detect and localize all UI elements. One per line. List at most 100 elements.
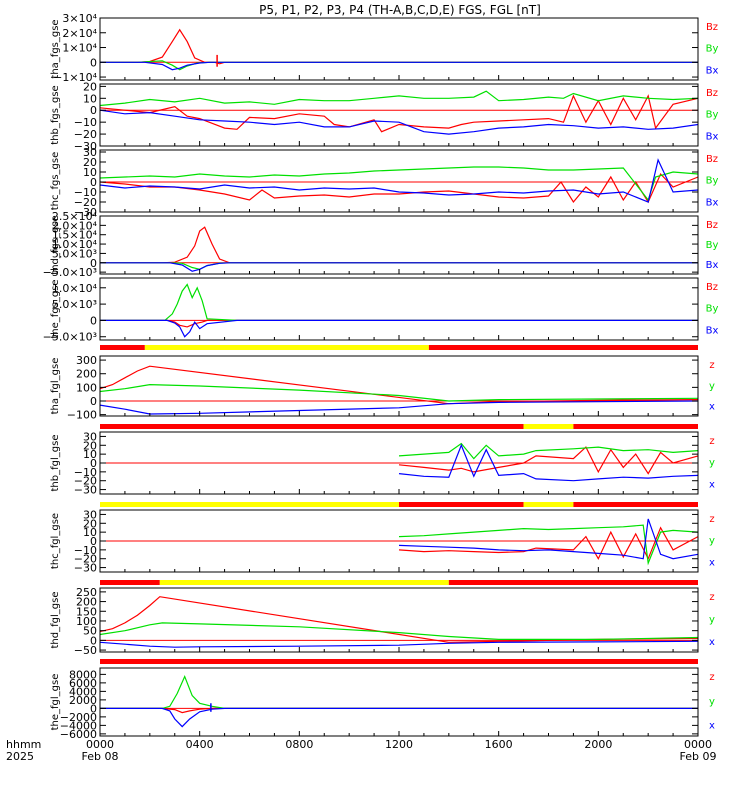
- series-thc_fgs_gse-By: [99, 166, 699, 202]
- legend-x: x: [709, 557, 715, 568]
- mode-bar-segment: [100, 659, 698, 664]
- x-tick-label: 0000: [86, 738, 114, 751]
- legend-z: z: [709, 672, 714, 683]
- y-tick-label: 0: [90, 176, 97, 189]
- x-tick-label: 0000: [684, 738, 712, 751]
- y-tick-label: −4000: [60, 719, 97, 732]
- legend-z: z: [709, 360, 714, 371]
- y-tick-label: −6000: [60, 728, 97, 741]
- panel-frame: [99, 17, 699, 81]
- y-tick-label: 2×10⁴: [62, 27, 97, 40]
- y-tick-label: 0: [90, 395, 97, 408]
- series-the_fgs_gse-Bx: [100, 319, 698, 338]
- y-tick-label: 6000: [69, 677, 97, 690]
- legend-Bx: Bx: [706, 131, 719, 142]
- y-axis-label: thd_fgl_gse: [50, 592, 61, 649]
- y-tick-label: 20: [83, 80, 97, 93]
- legend-y: y: [709, 536, 715, 547]
- y-tick-label: 0: [90, 634, 97, 647]
- x-tick-label: 0400: [186, 738, 214, 751]
- y-tick-label: 20: [83, 517, 97, 530]
- y-tick-label: −1×10⁴: [53, 71, 97, 84]
- panel-frame: [99, 667, 699, 737]
- y-tick-label: −30: [74, 140, 97, 153]
- y-axis-label: thb_fgl_gse: [50, 435, 61, 492]
- y-tick-label: 3×10⁴: [62, 12, 97, 25]
- legend-z: z: [709, 436, 714, 447]
- y-tick-label: 5.0×10³: [52, 247, 97, 260]
- y-axis-label: thc_fgs_gse: [50, 152, 61, 211]
- legend-By: By: [706, 304, 719, 315]
- legend-Bz: Bz: [706, 22, 718, 33]
- mode-bar-segment: [573, 502, 698, 507]
- y-tick-label: 30: [83, 508, 97, 521]
- legend-Bx: Bx: [706, 260, 719, 271]
- y-tick-label: −5.0×10³: [43, 266, 97, 279]
- legend-x: x: [709, 637, 715, 648]
- x-tick-sublabel: Feb 09: [680, 750, 717, 763]
- mode-bar-segment: [448, 580, 698, 585]
- series-the_fgl_gse-y: [100, 674, 698, 710]
- y-tick-label: −20: [74, 475, 97, 488]
- legend-z: z: [709, 514, 714, 525]
- y-tick-label: 150: [76, 605, 97, 618]
- mode-bar-segment: [159, 580, 449, 585]
- y-axis-label: thd_fgs_gse: [50, 215, 61, 274]
- y-tick-label: 30: [83, 430, 97, 443]
- legend-x: x: [709, 479, 715, 490]
- y-tick-label: −30: [74, 562, 97, 575]
- y-tick-label: 20: [83, 439, 97, 452]
- mode-bar-segment: [100, 580, 160, 585]
- y-tick-label: −20: [74, 128, 97, 141]
- y-tick-label: 50: [83, 625, 97, 638]
- y-axis-label: tha_fgs_gse: [50, 19, 61, 78]
- mode-bar-segment: [523, 502, 574, 507]
- series-thc_fgs_gse-Bx: [99, 158, 699, 203]
- mode-bar-segment: [100, 424, 399, 429]
- y-tick-label: −5.0×10³: [43, 331, 97, 344]
- legend-By: By: [706, 44, 719, 55]
- y-tick-label: 1.0×10⁴: [52, 282, 98, 295]
- legend-Bz: Bz: [706, 220, 718, 231]
- y-tick-label: 0: [90, 56, 97, 69]
- legend-Bx: Bx: [706, 197, 719, 208]
- legend-y: y: [709, 615, 715, 626]
- y-tick-label: 250: [76, 586, 97, 599]
- mode-bar-segment: [399, 424, 524, 429]
- legend-Bz: Bz: [706, 88, 718, 99]
- y-tick-label: −30: [74, 206, 97, 219]
- series-tha_fgl_gse-x: [99, 400, 699, 415]
- legend-By: By: [706, 110, 719, 121]
- panel-frame: [99, 83, 699, 147]
- x-tick-label: 2000: [584, 738, 612, 751]
- series-thd_fgl_gse-z: [99, 596, 699, 643]
- y-axis-label: thb_fgs_gse: [50, 85, 61, 144]
- y-tick-label: 20: [83, 156, 97, 169]
- mode-bar-segment: [523, 424, 574, 429]
- x-prefix-label: 2025: [6, 750, 34, 763]
- x-tick-label: 0800: [285, 738, 313, 751]
- mode-bars-group: [100, 345, 698, 664]
- series-tha_fgs_gse-Bx: [100, 61, 698, 71]
- y-tick-label: 2.0×10⁴: [52, 219, 98, 232]
- figure-title: P5, P1, P2, P3, P4 (TH-A,B,C,D,E) FGS, F…: [259, 3, 541, 17]
- y-tick-label: 1.5×10⁴: [52, 229, 98, 242]
- legend-Bz: Bz: [706, 282, 718, 293]
- series-thc_fgl_gse-x: [398, 518, 699, 560]
- y-tick-label: 10: [83, 92, 97, 105]
- mode-bar-segment: [100, 502, 399, 507]
- panel-frame: [99, 215, 699, 275]
- y-tick-label: 0: [90, 314, 97, 327]
- series-thb_fgl_gse-x: [398, 443, 699, 482]
- y-tick-label: 0: [90, 104, 97, 117]
- legend-By: By: [706, 240, 719, 251]
- legend-z: z: [709, 592, 714, 603]
